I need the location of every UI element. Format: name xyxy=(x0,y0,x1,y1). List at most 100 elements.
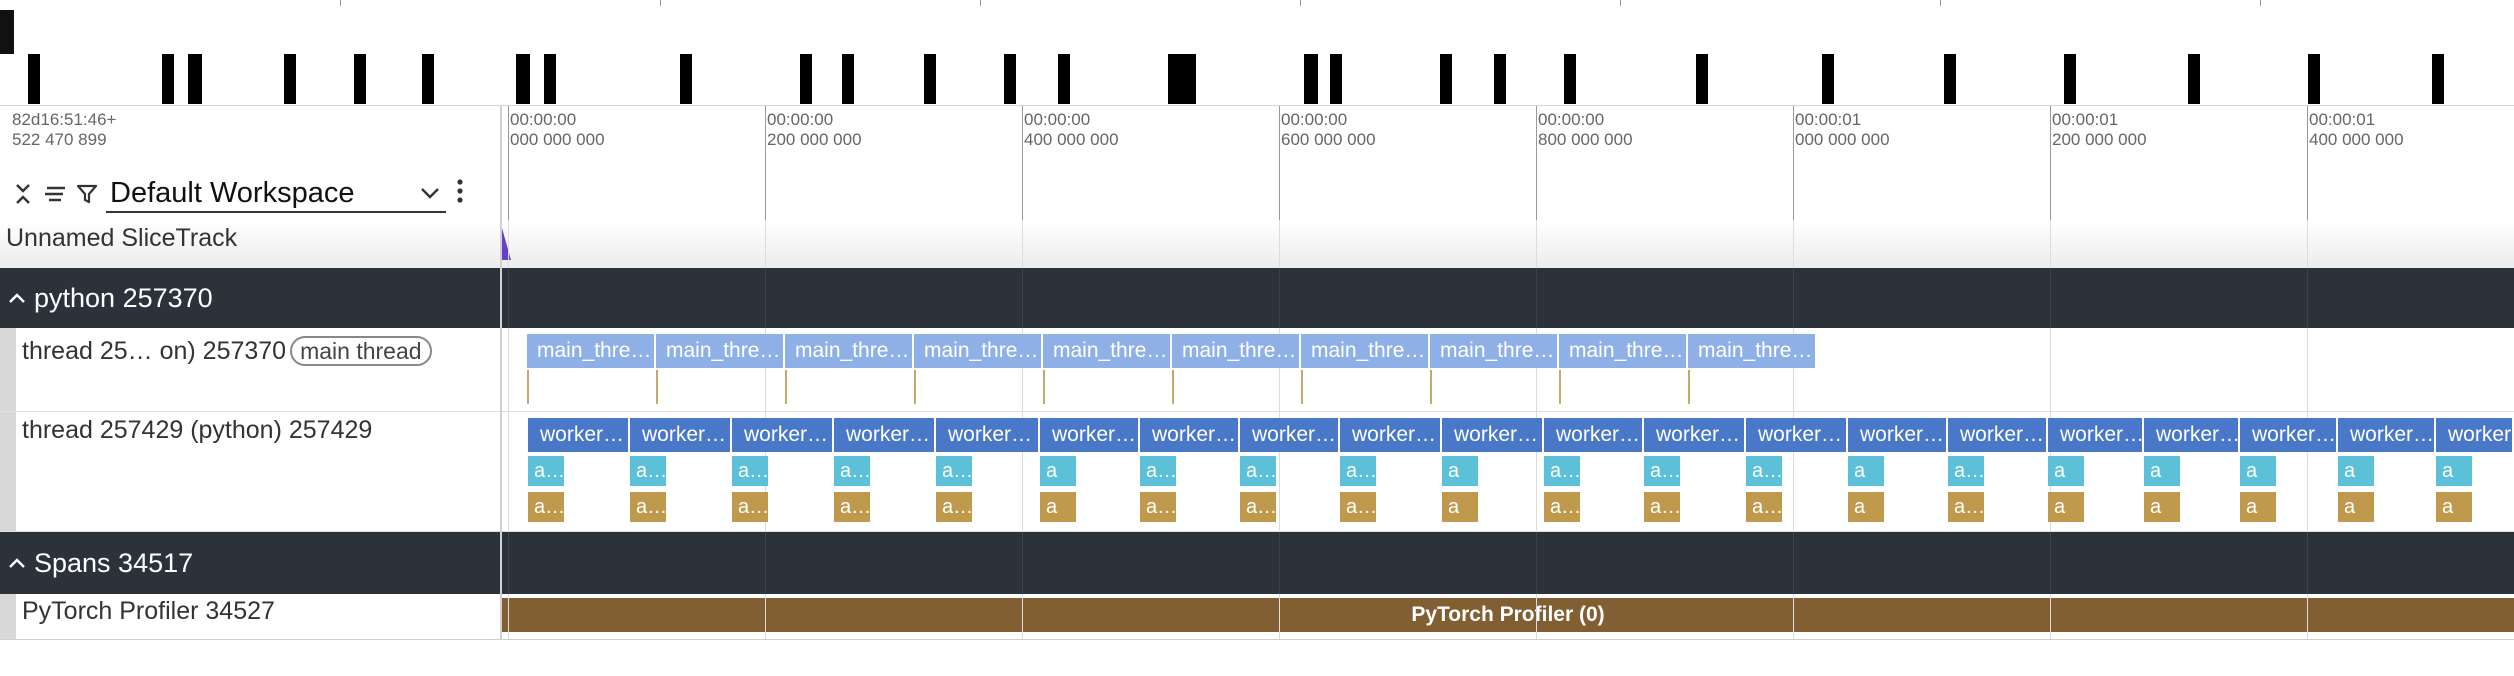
worker-grandchild-slice[interactable]: a xyxy=(1442,492,1478,522)
worker-grandchild-slice[interactable]: a xyxy=(2338,492,2374,522)
worker-grandchild-slice[interactable]: a xyxy=(2144,492,2180,522)
worker-child-slice[interactable]: a… xyxy=(732,456,768,486)
worker-grandchild-slice[interactable]: a… xyxy=(936,492,972,522)
worker-child-slice[interactable]: a… xyxy=(1140,456,1176,486)
worker-grandchild-slice[interactable]: a xyxy=(2048,492,2084,522)
worker-grandchild-slice[interactable]: a… xyxy=(1240,492,1276,522)
worker-grandchild-slice[interactable]: a xyxy=(2436,492,2472,522)
child-slice-stub[interactable] xyxy=(1301,370,1303,404)
child-slice-stub[interactable] xyxy=(656,370,658,404)
worker-slice[interactable]: worker… xyxy=(1240,418,1340,452)
worker-grandchild-slice[interactable]: a xyxy=(1848,492,1884,522)
track-pytorch-profiler[interactable]: PyTorch Profiler 34527 PyTorch Profiler … xyxy=(0,594,2514,640)
worker-slice[interactable]: worker… xyxy=(1848,418,1948,452)
main-thread-slice[interactable]: main_thre… xyxy=(914,334,1043,368)
child-slice-stub[interactable] xyxy=(1559,370,1561,404)
worker-grandchild-slice[interactable]: a xyxy=(2240,492,2276,522)
main-thread-slice[interactable]: main_thre… xyxy=(1559,334,1688,368)
child-slice-stub[interactable] xyxy=(1688,370,1690,404)
worker-grandchild-slice[interactable]: a… xyxy=(630,492,666,522)
worker-child-slice[interactable]: a… xyxy=(834,456,870,486)
time-ruler[interactable]: 82d16:51:46+ 522 470 899 00:00:00 000 000… xyxy=(0,106,2514,220)
worker-slice[interactable]: worker… xyxy=(1040,418,1140,452)
sidebar-divider[interactable] xyxy=(500,106,502,640)
worker-child-slice[interactable]: a xyxy=(2436,456,2472,486)
child-slice-stub[interactable] xyxy=(527,370,529,404)
child-slice-stub[interactable] xyxy=(1430,370,1432,404)
worker-slice[interactable]: worker… xyxy=(936,418,1040,452)
worker-child-slice[interactable]: a… xyxy=(1544,456,1580,486)
worker-child-slice[interactable]: a… xyxy=(630,456,666,486)
pytorch-profiler-slice[interactable]: PyTorch Profiler (0) xyxy=(502,598,2514,632)
sort-lines-icon[interactable] xyxy=(42,181,68,207)
worker-child-slice[interactable]: a… xyxy=(1340,456,1376,486)
worker-slice[interactable]: worker… xyxy=(1140,418,1240,452)
overview-window-handle[interactable] xyxy=(0,10,14,54)
track-lane[interactable] xyxy=(502,220,2514,268)
collapse-all-icon[interactable] xyxy=(10,181,36,207)
group-python-process[interactable]: python 257370 xyxy=(0,268,2514,328)
worker-grandchild-slice[interactable]: a… xyxy=(1948,492,1984,522)
worker-child-slice[interactable]: a xyxy=(2144,456,2180,486)
worker-child-slice[interactable]: a xyxy=(2338,456,2374,486)
worker-slice[interactable]: worker… xyxy=(528,418,630,452)
track-lane[interactable]: worker… a… a… worker… a… a… worker… a… a… worker…… xyxy=(502,412,2514,531)
worker-slice[interactable]: worker… xyxy=(2048,418,2144,452)
child-slice-stub[interactable] xyxy=(1043,370,1045,404)
worker-child-slice[interactable]: a xyxy=(2240,456,2276,486)
instant-event-marker[interactable] xyxy=(502,228,512,260)
worker-grandchild-slice[interactable]: a… xyxy=(1544,492,1580,522)
worker-child-slice[interactable]: a… xyxy=(1240,456,1276,486)
main-thread-slice[interactable]: main_thre… xyxy=(1301,334,1430,368)
worker-grandchild-slice[interactable]: a… xyxy=(1746,492,1782,522)
main-thread-slice[interactable]: main_thre… xyxy=(1688,334,1817,368)
worker-slice[interactable]: worker… xyxy=(2436,418,2514,452)
group-label[interactable]: python 257370 xyxy=(0,268,500,328)
child-slice-stub[interactable] xyxy=(914,370,916,404)
worker-slice[interactable]: worker… xyxy=(630,418,732,452)
worker-grandchild-slice[interactable]: a… xyxy=(528,492,564,522)
worker-child-slice[interactable]: a… xyxy=(1644,456,1680,486)
worker-slice[interactable]: worker… xyxy=(1442,418,1544,452)
worker-slice[interactable]: worker… xyxy=(834,418,936,452)
worker-child-slice[interactable]: a xyxy=(1040,456,1076,486)
worker-slice[interactable]: worker… xyxy=(2240,418,2338,452)
more-vert-icon[interactable] xyxy=(456,178,464,211)
worker-slice[interactable]: worker… xyxy=(732,418,834,452)
worker-grandchild-slice[interactable]: a… xyxy=(834,492,870,522)
worker-grandchild-slice[interactable]: a… xyxy=(732,492,768,522)
track-unnamed-slicetrack[interactable]: Unnamed SliceTrack xyxy=(0,220,2514,268)
workspace-select[interactable]: Default Workspace xyxy=(106,175,446,213)
worker-child-slice[interactable]: a… xyxy=(1948,456,1984,486)
worker-grandchild-slice[interactable]: a xyxy=(1040,492,1076,522)
worker-child-slice[interactable]: a… xyxy=(528,456,564,486)
group-label[interactable]: Spans 34517 xyxy=(0,532,500,594)
worker-slice[interactable]: worker… xyxy=(2338,418,2436,452)
group-spans[interactable]: Spans 34517 xyxy=(0,532,2514,594)
main-thread-slice[interactable]: main_thre… xyxy=(1430,334,1559,368)
worker-grandchild-slice[interactable]: a… xyxy=(1140,492,1176,522)
main-thread-slice[interactable]: main_thre… xyxy=(785,334,914,368)
worker-slice[interactable]: worker… xyxy=(1544,418,1644,452)
worker-slice[interactable]: worker… xyxy=(1948,418,2048,452)
worker-grandchild-slice[interactable]: a… xyxy=(1644,492,1680,522)
main-thread-slice[interactable]: main_thre… xyxy=(1172,334,1301,368)
worker-slice[interactable]: worker… xyxy=(2144,418,2240,452)
worker-child-slice[interactable]: a xyxy=(1848,456,1884,486)
worker-child-slice[interactable]: a xyxy=(2048,456,2084,486)
worker-child-slice[interactable]: a xyxy=(1442,456,1478,486)
overview-timeline[interactable] xyxy=(0,0,2514,106)
worker-child-slice[interactable]: a… xyxy=(1746,456,1782,486)
worker-slice[interactable]: worker… xyxy=(1644,418,1746,452)
main-thread-slice[interactable]: main_thre… xyxy=(1043,334,1172,368)
worker-child-slice[interactable]: a… xyxy=(936,456,972,486)
track-main-thread[interactable]: thread 25… on) 257370 main thread main_th… xyxy=(0,328,2514,412)
track-lane[interactable]: PyTorch Profiler (0) xyxy=(502,594,2514,639)
track-lane[interactable]: main_thre… main_thre… main_thre… main_thre…… xyxy=(502,328,2514,411)
main-thread-slice[interactable]: main_thre… xyxy=(656,334,785,368)
child-slice-stub[interactable] xyxy=(1172,370,1174,404)
filter-icon[interactable] xyxy=(74,181,100,207)
worker-slice[interactable]: worker… xyxy=(1746,418,1848,452)
worker-grandchild-slice[interactable]: a… xyxy=(1340,492,1376,522)
track-worker-thread[interactable]: thread 257429 (python) 257429 worker… a… a… xyxy=(0,412,2514,532)
